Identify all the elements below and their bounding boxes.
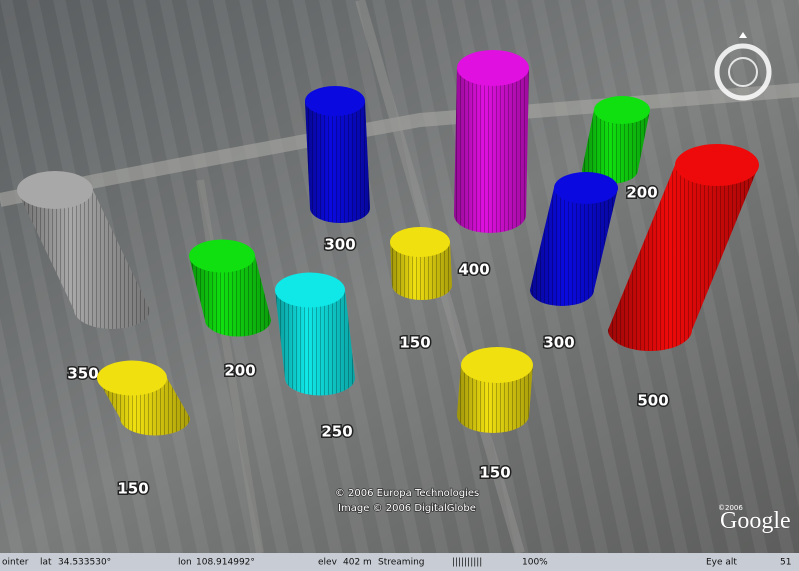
cylinder-top — [390, 227, 450, 257]
status-field: Streaming — [378, 558, 424, 568]
status-field: elev — [318, 558, 338, 568]
marker-label: 250 — [321, 423, 352, 441]
status-field: 100% — [522, 558, 548, 568]
cylinder-shade — [189, 256, 271, 337]
cylinder-top — [461, 347, 533, 383]
status-field: 34.533530° — [58, 558, 111, 568]
marker-label: 200 — [626, 184, 657, 202]
cylinder-shade — [530, 188, 618, 306]
marker-label: 400 — [458, 261, 489, 279]
marker-label: 500 — [637, 392, 668, 410]
marker-label: 150 — [117, 480, 148, 498]
cylinder-shade — [17, 190, 150, 329]
cylinder: 150 — [457, 347, 533, 483]
status-field: 108.914992° — [196, 558, 255, 568]
cylinder: 150 — [390, 227, 452, 353]
cylinder: 300 — [530, 172, 618, 353]
markers: 350 300 400 200 300 500 200 150 250 150 150 — [17, 50, 759, 499]
status-field: 402 m — [343, 558, 372, 568]
cylinder-top — [594, 96, 650, 124]
marker-label: 350 — [67, 365, 98, 383]
status-field: lat — [40, 558, 52, 568]
cylinder: 200 — [189, 239, 271, 381]
status-bar-text: ointer lat 34.533530° lon 108.914992° el… — [2, 558, 791, 568]
cylinder: 300 — [305, 86, 370, 255]
cylinder-shade — [390, 242, 452, 300]
marker-label: 150 — [399, 334, 430, 352]
marker-label: 150 — [479, 464, 510, 482]
logo-copyright: ©2006 — [718, 504, 743, 512]
cylinder-top — [97, 360, 167, 396]
compass[interactable] — [714, 32, 772, 101]
cylinder-top — [275, 272, 345, 308]
cylinder-top — [554, 172, 618, 204]
marker-label: 300 — [324, 236, 355, 254]
cylinder-top — [457, 50, 529, 86]
marker-label: 300 — [543, 334, 574, 352]
cylinder-shade — [275, 290, 355, 396]
cylinder-top — [305, 86, 365, 116]
status-bar — [0, 553, 799, 571]
cylinder: 150 — [97, 360, 190, 499]
status-field: lon — [178, 558, 192, 568]
cylinder-shade — [582, 110, 650, 184]
cylinder-shade — [457, 365, 533, 433]
attribution: © 2006 Europa Technologies — [335, 488, 479, 499]
status-field: ointer — [2, 558, 29, 568]
cylinder: 400 — [454, 50, 529, 280]
cylinder-shade — [305, 101, 370, 223]
cylinder: 250 — [275, 272, 355, 442]
cylinder-top — [17, 171, 93, 209]
cylinder-shade — [454, 68, 529, 233]
cylinder-top — [675, 144, 759, 186]
marker-label: 200 — [224, 362, 255, 380]
google-logo: Google — [720, 508, 791, 534]
attribution: Image © 2006 DigitalGlobe — [338, 503, 476, 514]
cylinder: 200 — [582, 96, 659, 203]
status-field: |||||||||| — [452, 558, 482, 568]
cylinder: 350 — [17, 171, 150, 384]
cylinder: 500 — [608, 144, 759, 411]
cylinder-shade — [608, 165, 759, 351]
status-field: 51 — [780, 558, 791, 568]
cylinder-top — [189, 239, 255, 273]
status-field: Eye alt — [706, 558, 737, 568]
